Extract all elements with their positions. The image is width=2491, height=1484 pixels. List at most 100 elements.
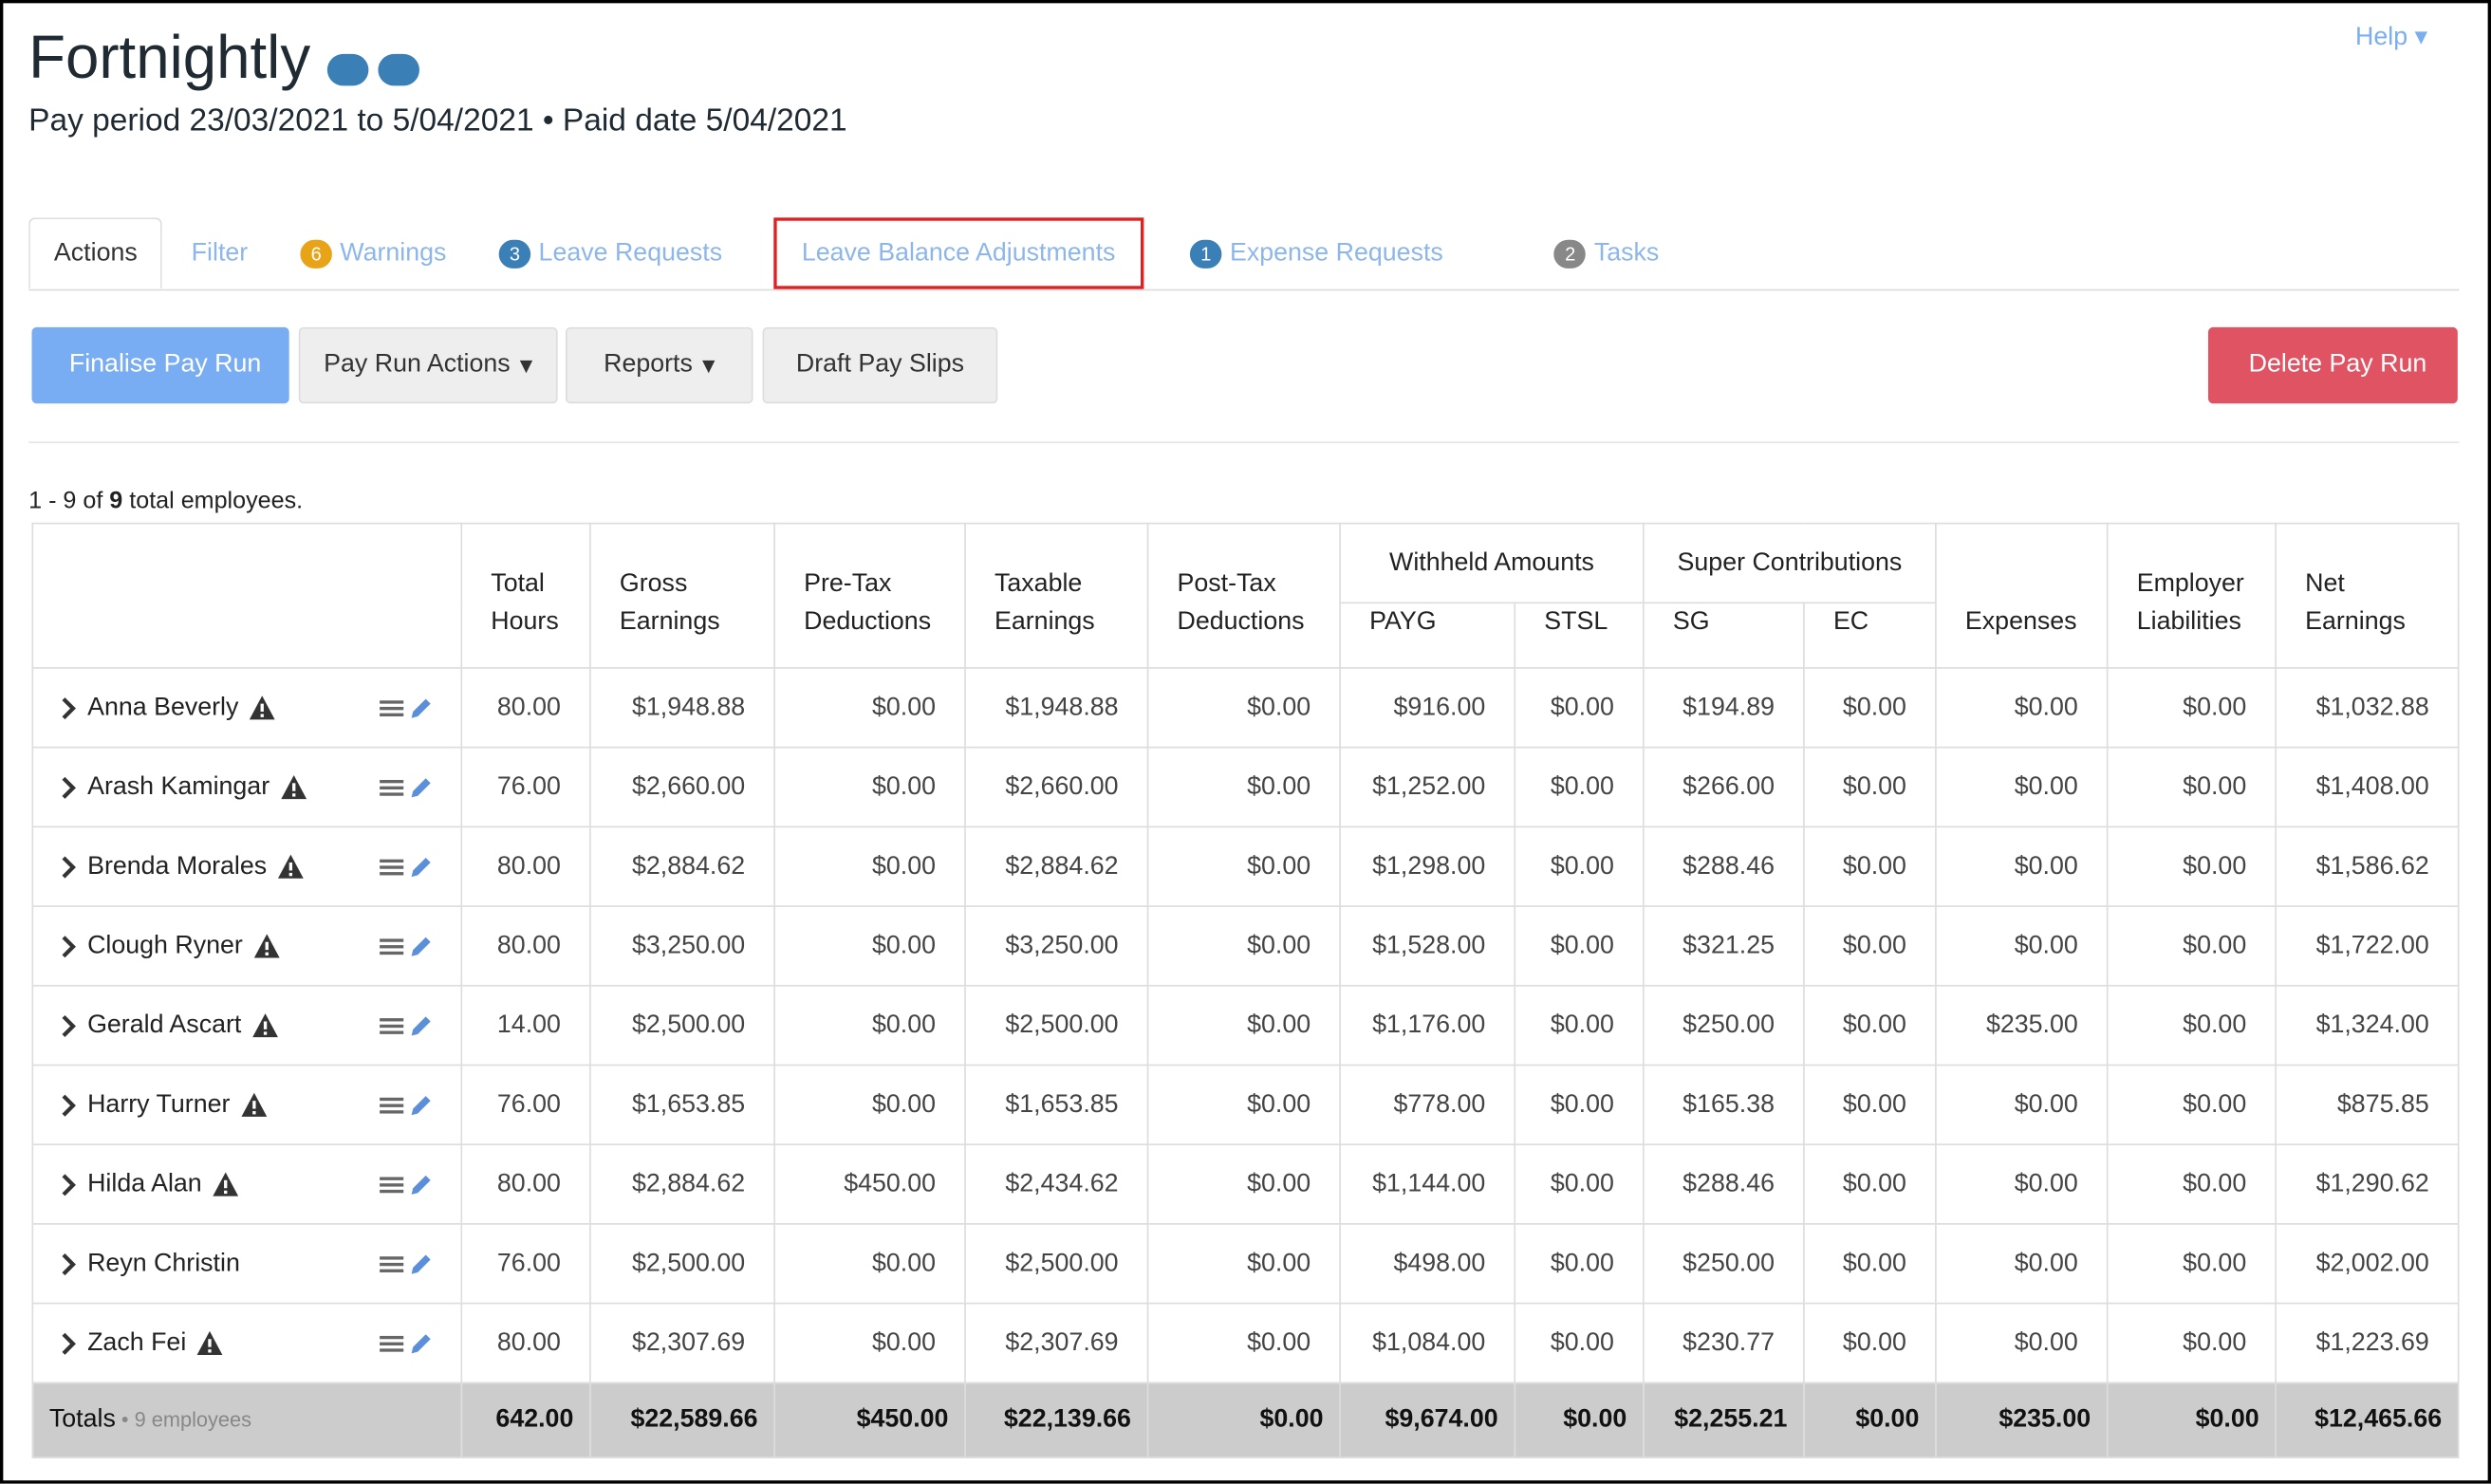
button[interactable]: Delete Pay Run — [2207, 326, 2458, 404]
expand-chevron[interactable] — [59, 854, 78, 880]
tab[interactable]: 1 Expense Requests — [1166, 217, 1467, 288]
name-cell: Brenda Morales — [31, 825, 463, 907]
value-cell: 80.00 — [460, 1302, 591, 1384]
employee-name[interactable]: Reyn Christin — [87, 1249, 240, 1277]
warning-icon[interactable] — [239, 1091, 268, 1118]
expand-chevron[interactable] — [59, 695, 78, 720]
payslip-icon[interactable] — [378, 935, 404, 956]
button-label: Pay Run Actions — [324, 350, 511, 379]
tab-label: Filter — [191, 238, 249, 267]
value-cell: $1,948.88 — [964, 667, 1149, 749]
value-cell: $0.00 — [1514, 1143, 1645, 1225]
edit-icon[interactable] — [408, 696, 432, 718]
expand-chevron[interactable] — [59, 1012, 78, 1038]
email-icon[interactable] — [378, 53, 419, 86]
row-tools — [378, 1014, 432, 1036]
employee-name[interactable]: Zach Fei — [87, 1328, 187, 1356]
expand-chevron[interactable] — [59, 1172, 78, 1197]
warning-icon[interactable] — [251, 1011, 279, 1038]
value-cell: $0.00 — [1146, 667, 1341, 749]
payslip-icon[interactable] — [378, 1252, 404, 1274]
payslip-icon[interactable] — [378, 1173, 404, 1195]
expand-chevron[interactable] — [59, 1330, 78, 1356]
expand-chevron[interactable] — [59, 1092, 78, 1118]
employee-name[interactable]: Anna Beverly — [87, 693, 239, 721]
payslip-icon[interactable] — [378, 1094, 404, 1116]
value-cell: $0.00 — [1146, 1302, 1341, 1384]
value-cell: $1,176.00 — [1339, 984, 1516, 1067]
name-wrap: Brenda Morales — [59, 852, 432, 881]
tab[interactable]: Filter — [168, 217, 272, 288]
edit-icon[interactable] — [408, 776, 432, 798]
total-cell: $0.00 — [1514, 1382, 1645, 1458]
value-cell: $0.00 — [1803, 825, 1937, 907]
payslip-icon[interactable] — [378, 776, 404, 798]
column-header: SG — [1643, 602, 1805, 669]
history-icon[interactable] — [326, 53, 369, 86]
employee-name[interactable]: Hilda Alan — [87, 1169, 202, 1197]
employee-name[interactable]: Arash Kamingar — [87, 772, 270, 800]
employee-row: Clough Ryner 80.00 $3,250.00 $0.00 $3,250.00… — [31, 905, 2460, 987]
edit-icon[interactable] — [408, 1332, 432, 1354]
column-header: Pre-Tax Deductions — [773, 522, 966, 669]
value-cell: $1,032.88 — [2275, 667, 2460, 749]
total-cell: 642.00 — [460, 1382, 591, 1458]
value-cell: $0.00 — [1803, 746, 1937, 828]
tab[interactable]: 2 Tasks — [1531, 217, 1683, 288]
value-cell: $0.00 — [773, 905, 966, 987]
warning-icon[interactable] — [248, 695, 276, 721]
button[interactable]: Pay Run Actions ▾ — [298, 326, 558, 404]
employee-name[interactable]: Clough Ryner — [87, 931, 243, 959]
summary-range: 1 - 9 of — [28, 487, 103, 515]
value-cell: $230.77 — [1643, 1302, 1805, 1384]
employee-name[interactable]: Harry Turner — [87, 1090, 231, 1118]
expand-chevron[interactable] — [59, 934, 78, 959]
payslip-icon[interactable] — [378, 696, 404, 718]
warning-icon[interactable] — [252, 933, 281, 959]
button[interactable]: Draft Pay Slips — [762, 326, 998, 404]
tab[interactable]: Leave Balance Adjustments — [772, 217, 1144, 289]
value-cell: $1,653.85 — [964, 1064, 1149, 1146]
value-cell: $288.46 — [1643, 1143, 1805, 1225]
name-wrap: Gerald Ascart — [59, 1011, 432, 1040]
edit-icon[interactable] — [408, 1173, 432, 1195]
column-header: Total Hours — [460, 522, 591, 669]
edit-icon[interactable] — [408, 1094, 432, 1116]
tab[interactable]: 3 Leave Requests — [475, 217, 747, 288]
value-cell: $498.00 — [1339, 1223, 1516, 1305]
tab-bar: Actions Filter 6 Warnings 3 Leave Requests Lea… — [28, 217, 2460, 291]
button[interactable]: Reports ▾ — [565, 326, 753, 404]
tab[interactable]: 6 Warnings — [276, 217, 470, 288]
warning-icon[interactable] — [212, 1171, 240, 1197]
button[interactable]: Finalise Pay Run — [31, 326, 289, 404]
payslip-icon[interactable] — [378, 856, 404, 878]
value-cell: $0.00 — [773, 667, 966, 749]
edit-icon[interactable] — [408, 935, 432, 956]
edit-icon[interactable] — [408, 856, 432, 878]
warning-icon[interactable] — [279, 773, 307, 800]
header-cell — [31, 522, 463, 669]
value-cell: $266.00 — [1643, 746, 1805, 828]
employee-name[interactable]: Brenda Morales — [87, 852, 268, 880]
warning-icon[interactable] — [276, 853, 305, 880]
expand-chevron[interactable] — [59, 1251, 78, 1276]
employee-name[interactable]: Gerald Ascart — [87, 1011, 242, 1039]
value-cell: $0.00 — [773, 746, 966, 828]
edit-icon[interactable] — [408, 1014, 432, 1036]
expand-chevron[interactable] — [59, 774, 78, 800]
payslip-icon[interactable] — [378, 1332, 404, 1354]
name-cell: Anna Beverly — [31, 667, 463, 749]
column-header: Expenses — [1935, 522, 2109, 669]
value-cell: $0.00 — [1514, 1223, 1645, 1305]
value-cell: $0.00 — [1514, 1302, 1645, 1384]
value-cell: $0.00 — [1514, 746, 1645, 828]
tab[interactable]: Actions — [28, 217, 163, 289]
payslip-icon[interactable] — [378, 1014, 404, 1036]
edit-icon[interactable] — [408, 1252, 432, 1274]
value-cell: $450.00 — [773, 1143, 966, 1225]
help-menu[interactable]: Help ▾ — [2355, 24, 2428, 51]
value-cell: $2,500.00 — [964, 1223, 1149, 1305]
employee-row: Hilda Alan 80.00 $2,884.62 $450.00 $2,434.62… — [31, 1143, 2460, 1225]
value-cell: $165.38 — [1643, 1064, 1805, 1146]
warning-icon[interactable] — [195, 1329, 224, 1356]
